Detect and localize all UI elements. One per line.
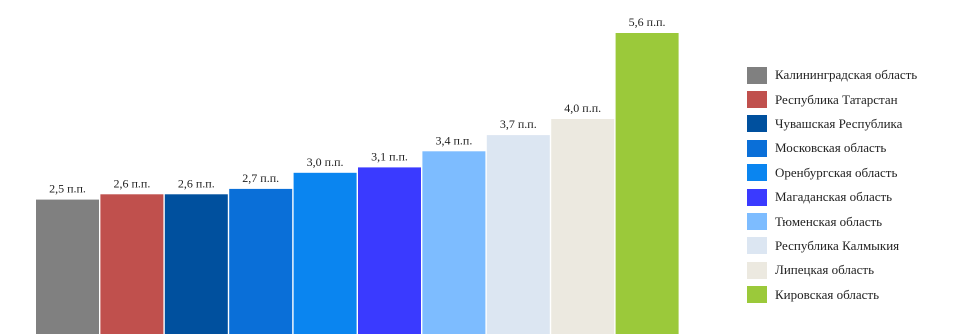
bar-value-label: 3,4 п.п. [435, 133, 472, 147]
legend-swatch [747, 66, 767, 84]
legend-item: Московская область [747, 136, 917, 160]
legend-label: Калининградская область [775, 67, 918, 83]
legend-item: Республика Калмыкия [747, 234, 917, 258]
legend-label: Республика Татарстан [775, 91, 898, 107]
legend-item: Республика Татарстан [747, 87, 917, 111]
legend-label: Чувашская Республика [775, 115, 903, 131]
bar-7 [422, 151, 486, 334]
bar-value-label: 2,6 п.п. [113, 176, 150, 190]
legend-item: Липецкая область [747, 258, 917, 282]
legend-item: Магаданская область [747, 185, 917, 209]
bar-value-label: 3,0 п.п. [307, 155, 344, 169]
legend-swatch [747, 237, 767, 255]
bar-6 [358, 167, 421, 334]
legend-label: Липецкая область [775, 262, 875, 278]
legend-swatch [747, 188, 767, 206]
bar-2 [100, 194, 164, 334]
legend-label: Московская область [775, 140, 887, 156]
bar-value-label: 2,7 п.п. [242, 171, 279, 185]
bar-10 [615, 33, 679, 334]
legend-label: Магаданская область [775, 189, 893, 205]
bar-value-label: 2,6 п.п. [178, 176, 215, 190]
legend-item: Тюменская область [747, 209, 917, 233]
bar-chart: 2,5 п.п. 2,6 п.п. 2,6 п.п. 2,7 п.п. 3,0 п.п.… [36, 15, 679, 334]
legend-label: Тюменская область [775, 213, 883, 229]
bar-3 [164, 194, 228, 334]
legend-swatch [747, 261, 767, 279]
legend-swatch [747, 286, 767, 304]
chart-legend: Калининградская область Республика Татарс… [747, 63, 917, 307]
legend-item: Калининградская область [747, 63, 917, 87]
legend-item: Чувашская Республика [747, 112, 917, 136]
bar-value-label: 4,0 п.п. [564, 101, 601, 115]
legend-label: Республика Калмыкия [775, 237, 900, 253]
bar-value-label: 3,1 п.п. [371, 149, 408, 163]
bar-value-label: 3,7 п.п. [500, 117, 537, 131]
bar-4 [229, 188, 293, 334]
legend-swatch [747, 115, 767, 133]
legend-swatch [747, 164, 767, 182]
bar-value-label: 2,5 п.п. [49, 182, 86, 196]
bar-1 [36, 199, 99, 334]
legend-label: Оренбургская область [775, 164, 898, 180]
legend-swatch [747, 91, 767, 109]
legend-swatch [747, 139, 767, 157]
bar-8 [486, 135, 550, 334]
bar-value-label: 5,6 п.п. [629, 15, 666, 29]
legend-item: Оренбургская область [747, 161, 917, 185]
legend-swatch [747, 213, 767, 231]
legend-item: Кировская область [747, 283, 917, 307]
bar-5 [293, 172, 357, 334]
legend-label: Кировская область [775, 286, 880, 302]
bar-9 [551, 119, 615, 334]
